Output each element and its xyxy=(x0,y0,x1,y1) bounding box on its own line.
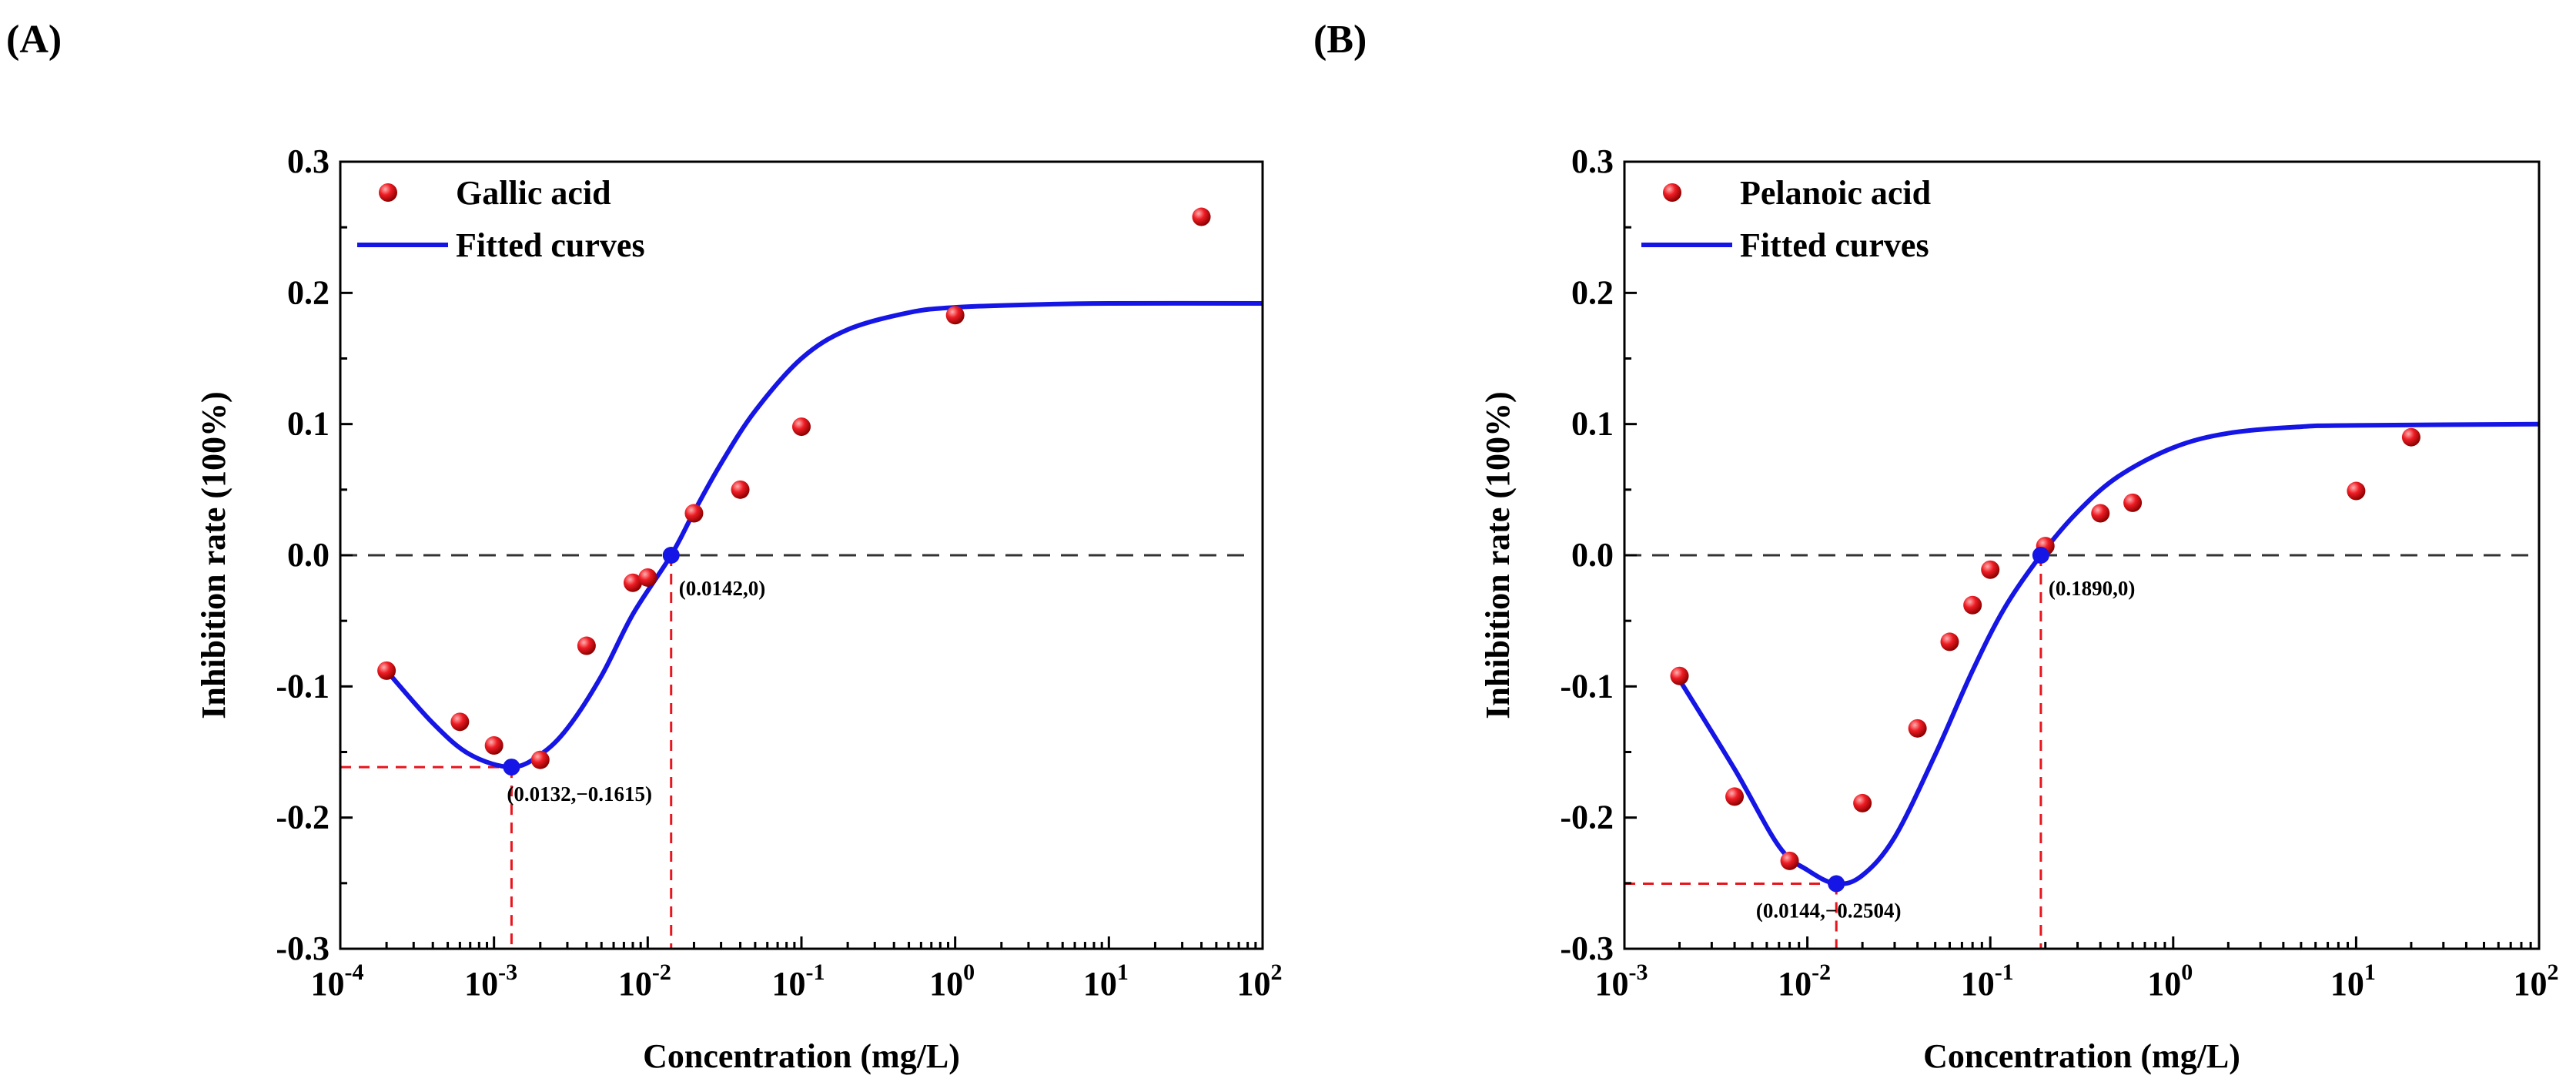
chart-b-data-point xyxy=(1963,595,1982,615)
chart-b-y-axis-label: Inhibition rate (100%) xyxy=(1479,391,1517,719)
chart-a-annotation-0: (0.0132,−0.1615) xyxy=(507,782,652,806)
chart-a-ytick-label: 0.1 xyxy=(287,405,330,443)
chart-b-annotation-0: (0.0144,−0.2504) xyxy=(1756,899,1902,923)
chart-b-xtick-label: 102 xyxy=(2514,960,2559,1003)
chart-a-legend-label-points: Gallic acid xyxy=(456,174,611,212)
chart-b-ytick-label: -0.2 xyxy=(1560,799,1614,836)
chart-a-ytick-label: -0.1 xyxy=(276,667,330,705)
chart-b-data-point xyxy=(2401,427,2420,447)
chart-a-marker-1 xyxy=(662,547,680,564)
chart-b-x-axis-label: Concentration (mg/L) xyxy=(1923,1037,2240,1075)
chart-a-xtick-label: 101 xyxy=(1083,960,1129,1003)
chart-b-xtick-label: 10-1 xyxy=(1961,960,2014,1003)
chart-a-xtick-label: 100 xyxy=(929,960,975,1003)
chart-a-ytick-label: 0.3 xyxy=(287,142,330,180)
chart-a-marker-0 xyxy=(503,759,520,776)
chart-b-marker-1 xyxy=(2032,547,2049,564)
chart-b-ytick-label: -0.3 xyxy=(1560,930,1614,967)
chart-a-data-point xyxy=(484,735,503,755)
chart-a-xtick-label: 10-1 xyxy=(772,960,825,1003)
chart-a-data-point xyxy=(530,750,550,769)
chart-b-data-point xyxy=(1853,793,1872,812)
chart-b-data-point xyxy=(1780,851,1799,870)
chart-b-legend-label-points: Pelanoic acid xyxy=(1740,174,1931,212)
chart-b-ytick-label: 0.3 xyxy=(1571,142,1614,180)
chart-b-data-point xyxy=(1908,719,1927,738)
chart-b-xtick-label: 101 xyxy=(2330,960,2376,1003)
chart-a-xtick-label: 10-4 xyxy=(311,960,364,1003)
chart-b-data-point xyxy=(1725,787,1745,806)
chart-a-data-point xyxy=(945,306,965,325)
chart-b-data-point xyxy=(2347,481,2366,501)
chart-a-data-point xyxy=(731,480,750,499)
chart-a-data-point xyxy=(450,712,470,732)
chart-b-data-point xyxy=(2091,504,2110,523)
chart-panel-a: (0.0132,−0.1615) (0.0142,0) -0.3 -0.2 -0.1 0.… xyxy=(195,142,1283,1075)
panel-label-a: (A) xyxy=(6,18,62,62)
chart-a-xtick-label: 10-2 xyxy=(618,960,671,1003)
chart-b-data-point xyxy=(1940,632,1959,652)
chart-b-ytick-label: 0.1 xyxy=(1571,405,1614,443)
chart-b-data-point xyxy=(2123,493,2143,512)
chart-a-data-point xyxy=(377,661,396,680)
chart-a-data-point xyxy=(623,573,642,592)
chart-a-legend-marker-points xyxy=(379,183,397,202)
chart-b-legend-marker-points xyxy=(1663,183,1681,202)
chart-b-data-point xyxy=(1981,560,2000,579)
chart-b-annotation-1: (0.1890,0) xyxy=(2049,577,2135,600)
chart-a-xtick-label: 102 xyxy=(1237,960,1283,1003)
chart-a-data-point xyxy=(577,636,596,655)
chart-b-marker-0 xyxy=(1828,875,1845,893)
chart-a-xtick-label: 10-3 xyxy=(464,960,517,1003)
chart-a-ytick-label: 0.0 xyxy=(287,536,330,574)
chart-a-ytick-label: -0.3 xyxy=(276,930,330,967)
chart-b-ytick-label: 0.2 xyxy=(1571,273,1614,311)
chart-a-x-axis-label: Concentration (mg/L) xyxy=(643,1037,960,1075)
chart-a-y-axis-label: Inhibition rate (100%) xyxy=(195,391,233,719)
chart-a-annotation-1: (0.0142,0) xyxy=(679,577,765,600)
chart-b-fitted-curve xyxy=(1677,421,2540,886)
chart-b-ytick-label: -0.1 xyxy=(1560,667,1614,705)
chart-b-xtick-label: 100 xyxy=(2147,960,2193,1003)
chart-b-xtick-label: 10-3 xyxy=(1595,960,1648,1003)
chart-b-ytick-label: 0.0 xyxy=(1571,536,1614,574)
chart-a-data-point xyxy=(792,417,811,437)
chart-a-legend-label-curve: Fitted curves xyxy=(456,226,645,264)
chart-a-data-point xyxy=(684,504,704,523)
chart-a-ytick-label: 0.2 xyxy=(287,273,330,311)
chart-a-ytick-label: -0.2 xyxy=(276,799,330,836)
panel-label-b: (B) xyxy=(1313,18,1367,62)
chart-b-data-point xyxy=(1670,666,1689,685)
chart-panel-b: (0.0144,−0.2504) (0.1890,0) -0.3 -0.2 -0.1 0.… xyxy=(1479,142,2559,1075)
chart-b-xtick-label: 10-2 xyxy=(1778,960,1831,1003)
chart-b-legend-label-curve: Fitted curves xyxy=(1740,226,1929,264)
chart-a-fitted-curve xyxy=(384,300,1263,770)
chart-a-data-point xyxy=(1192,207,1211,226)
chart-a-data-point xyxy=(638,568,657,587)
